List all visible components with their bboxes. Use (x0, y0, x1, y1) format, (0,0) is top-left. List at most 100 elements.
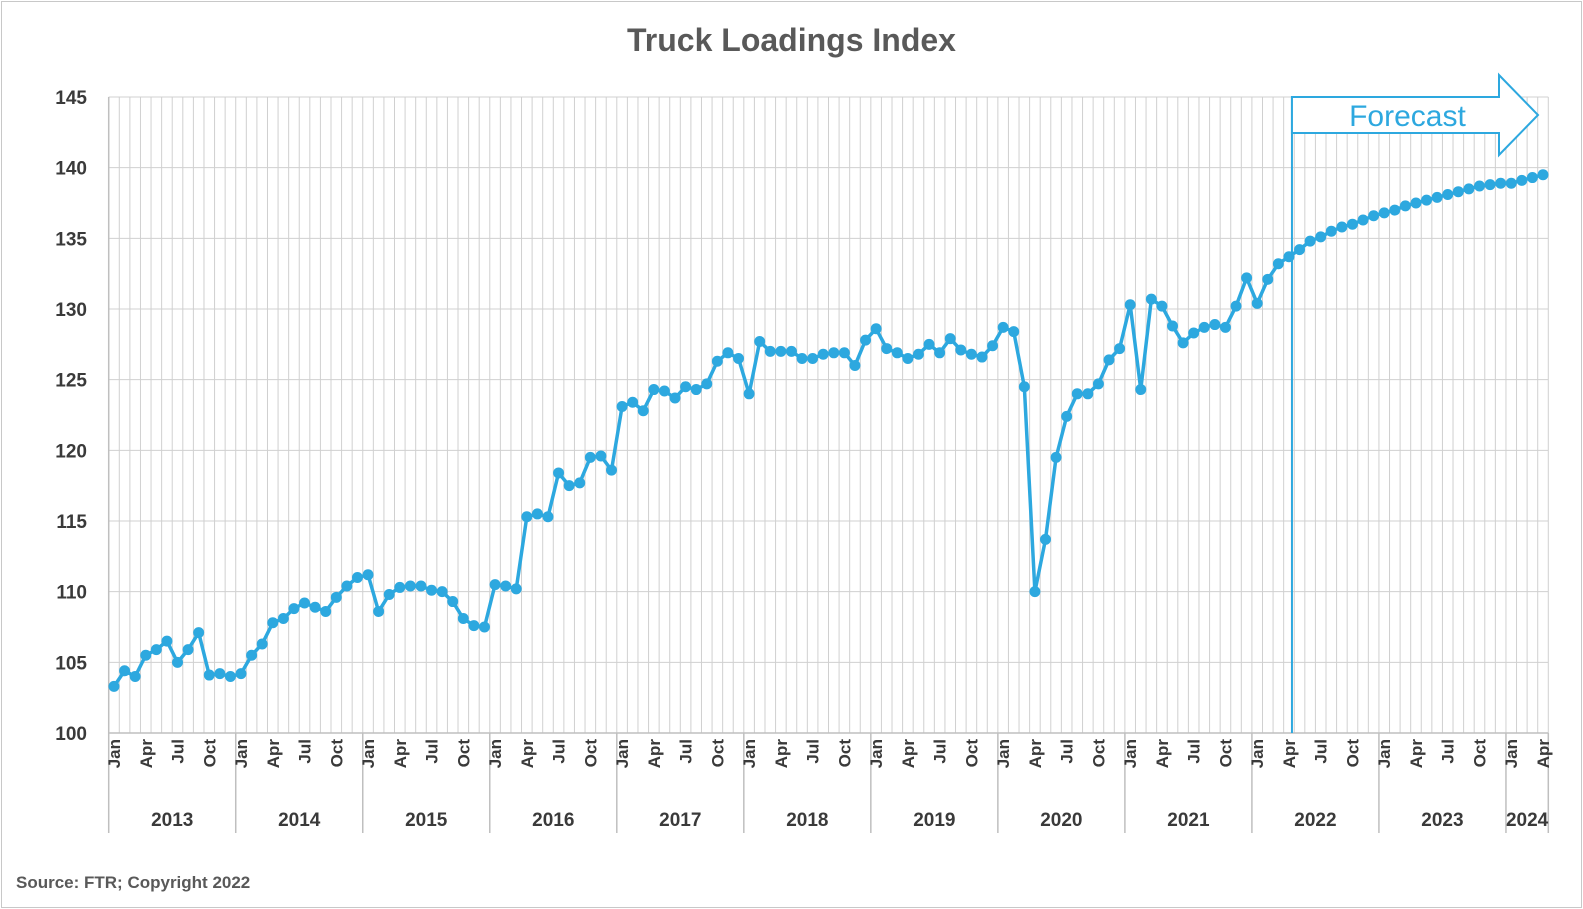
month-tick-label: Apr (645, 739, 664, 769)
data-point (627, 396, 639, 408)
data-point (1389, 204, 1401, 216)
year-label: 2014 (278, 810, 321, 831)
data-point (1272, 258, 1284, 270)
month-tick-label: Apr (391, 739, 410, 769)
data-point (754, 336, 766, 348)
y-tick-label: 140 (55, 159, 87, 180)
data-point (796, 352, 808, 364)
data-point (870, 323, 882, 335)
data-point (351, 572, 363, 584)
month-tick-label: Jul (1439, 739, 1458, 764)
data-point (1495, 177, 1507, 189)
data-point (1452, 186, 1464, 198)
data-point (553, 467, 565, 479)
month-tick-label: Jan (1375, 739, 1394, 768)
month-tick-label: Apr (264, 739, 283, 769)
data-point (701, 378, 713, 390)
data-point (1410, 197, 1422, 209)
data-point (288, 603, 300, 615)
month-tick-label: Oct (708, 739, 727, 768)
data-point (680, 381, 692, 393)
data-point (468, 620, 480, 632)
forecast-arrow (1290, 72, 1540, 158)
month-tick-label: Jan (105, 739, 124, 768)
data-point (267, 617, 279, 629)
y-tick-label: 125 (55, 371, 87, 392)
data-point (965, 348, 977, 360)
data-point (775, 345, 787, 357)
data-point (1473, 180, 1485, 192)
data-point (1378, 207, 1390, 219)
data-point (785, 345, 797, 357)
data-point (1537, 169, 1549, 181)
year-label: 2024 (1506, 810, 1549, 831)
data-point (1431, 191, 1443, 203)
data-point (383, 588, 395, 600)
month-tick-label: Jul (1312, 739, 1331, 764)
grid (108, 96, 1549, 734)
source-note: Source: FTR; Copyright 2022 (16, 873, 251, 892)
series (108, 169, 1549, 692)
data-point (119, 665, 131, 677)
data-point (574, 477, 586, 489)
year-label: 2019 (913, 810, 955, 831)
data-point (1526, 172, 1538, 184)
data-point (341, 580, 353, 592)
data-point (1103, 354, 1115, 366)
month-tick-label: Oct (1216, 739, 1235, 768)
data-point (1124, 299, 1136, 311)
data-point (563, 480, 575, 492)
month-tick-label: Apr (518, 739, 537, 769)
data-point (1135, 384, 1147, 396)
data-point (606, 464, 617, 476)
month-tick-label: Apr (1026, 739, 1045, 769)
data-point (1251, 297, 1263, 309)
y-tick-label: 145 (55, 88, 87, 109)
data-point (1463, 183, 1475, 195)
month-tick-label: Oct (200, 739, 219, 768)
data-point (1029, 586, 1041, 598)
data-point (955, 344, 967, 356)
data-point (1219, 321, 1231, 333)
data-point (595, 450, 607, 462)
month-tick-label: Jan (359, 739, 378, 768)
data-point (860, 334, 872, 346)
data-point (193, 627, 205, 639)
data-point (531, 508, 543, 520)
data-point (309, 601, 321, 613)
month-tick-label: Jan (232, 739, 251, 768)
month-tick-label: Apr (772, 739, 791, 769)
month-tick-label: Jul (169, 739, 188, 764)
data-point (1283, 251, 1295, 263)
data-point (108, 680, 120, 692)
year-label: 2015 (405, 810, 448, 831)
data-point (426, 584, 438, 596)
data-point (817, 348, 829, 360)
data-point (722, 347, 734, 359)
month-tick-label: Jul (1185, 739, 1204, 764)
year-label: 2013 (151, 810, 193, 831)
data-point (1516, 174, 1528, 186)
data-point (214, 668, 226, 680)
data-point (1145, 293, 1157, 305)
month-tick-label: Jul (804, 739, 823, 764)
data-point (669, 392, 681, 404)
month-tick-label: Jul (931, 739, 950, 764)
data-point (224, 670, 236, 682)
data-point (1167, 320, 1179, 332)
data-point (1082, 388, 1094, 400)
data-point (1484, 179, 1496, 191)
data-point (912, 348, 924, 360)
month-tick-label: Jan (867, 739, 886, 768)
data-point (1040, 533, 1051, 545)
data-point (1209, 319, 1221, 331)
data-point (1505, 177, 1517, 189)
data-point (997, 321, 1009, 333)
data-point (1061, 410, 1073, 422)
data-point (489, 579, 501, 591)
data-point (246, 649, 258, 661)
data-point (1114, 343, 1126, 355)
month-tick-label: Oct (454, 739, 473, 768)
year-label: 2020 (1040, 810, 1082, 831)
